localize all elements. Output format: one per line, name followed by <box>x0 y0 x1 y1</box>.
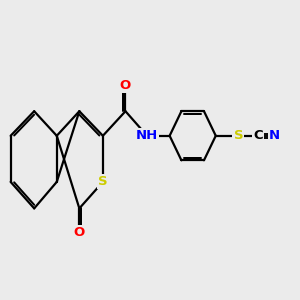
Text: S: S <box>233 129 243 142</box>
Text: S: S <box>98 176 108 188</box>
Text: C: C <box>253 129 263 142</box>
Text: O: O <box>74 226 85 239</box>
Text: NH: NH <box>136 129 158 142</box>
Text: O: O <box>120 79 131 92</box>
Text: N: N <box>269 129 280 142</box>
